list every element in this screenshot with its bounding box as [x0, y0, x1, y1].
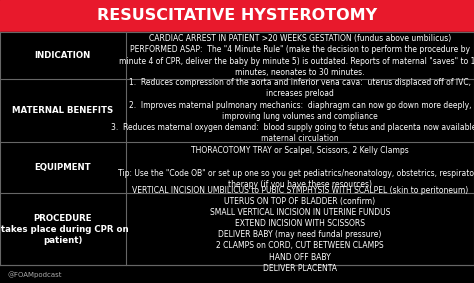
- Text: PROCEDURE
(takes place during CPR on
patient): PROCEDURE (takes place during CPR on pat…: [0, 214, 128, 245]
- Text: THORACOTOMY TRAY or Scalpel, Scissors, 2 Kelly Clamps

Tip: Use the "Code OB" or: THORACOTOMY TRAY or Scalpel, Scissors, 2…: [118, 146, 474, 189]
- Bar: [126, 142, 474, 193]
- Bar: [0, 142, 126, 193]
- Text: CARDIAC ARREST IN PATIENT >20 WEEKS GESTATION (fundus above umbilicus)
PERFORMED: CARDIAC ARREST IN PATIENT >20 WEEKS GEST…: [119, 34, 474, 77]
- Bar: [126, 79, 474, 142]
- Text: MATERNAL BENEFITS: MATERNAL BENEFITS: [12, 106, 113, 115]
- Bar: [126, 193, 474, 265]
- Bar: [0, 79, 126, 142]
- Text: VERTICAL INCISION UMBILICUS to PUBIC SYMPHYSIS WITH SCALPEL (skin to peritoneum): VERTICAL INCISION UMBILICUS to PUBIC SYM…: [132, 186, 468, 273]
- Text: @FOAMpodcast: @FOAMpodcast: [7, 272, 62, 278]
- Text: EQUIPMENT: EQUIPMENT: [35, 163, 91, 172]
- Bar: [126, 32, 474, 79]
- Text: INDICATION: INDICATION: [35, 51, 91, 60]
- Text: 1.  Reduces compression of the aorta and inferior vena cava:  uterus displaced o: 1. Reduces compression of the aorta and …: [110, 78, 474, 143]
- Text: RESUSCITATIVE HYSTEROTOMY: RESUSCITATIVE HYSTEROTOMY: [97, 8, 377, 23]
- Bar: [0, 193, 126, 265]
- Bar: [0, 0, 474, 32]
- Bar: [0, 32, 126, 79]
